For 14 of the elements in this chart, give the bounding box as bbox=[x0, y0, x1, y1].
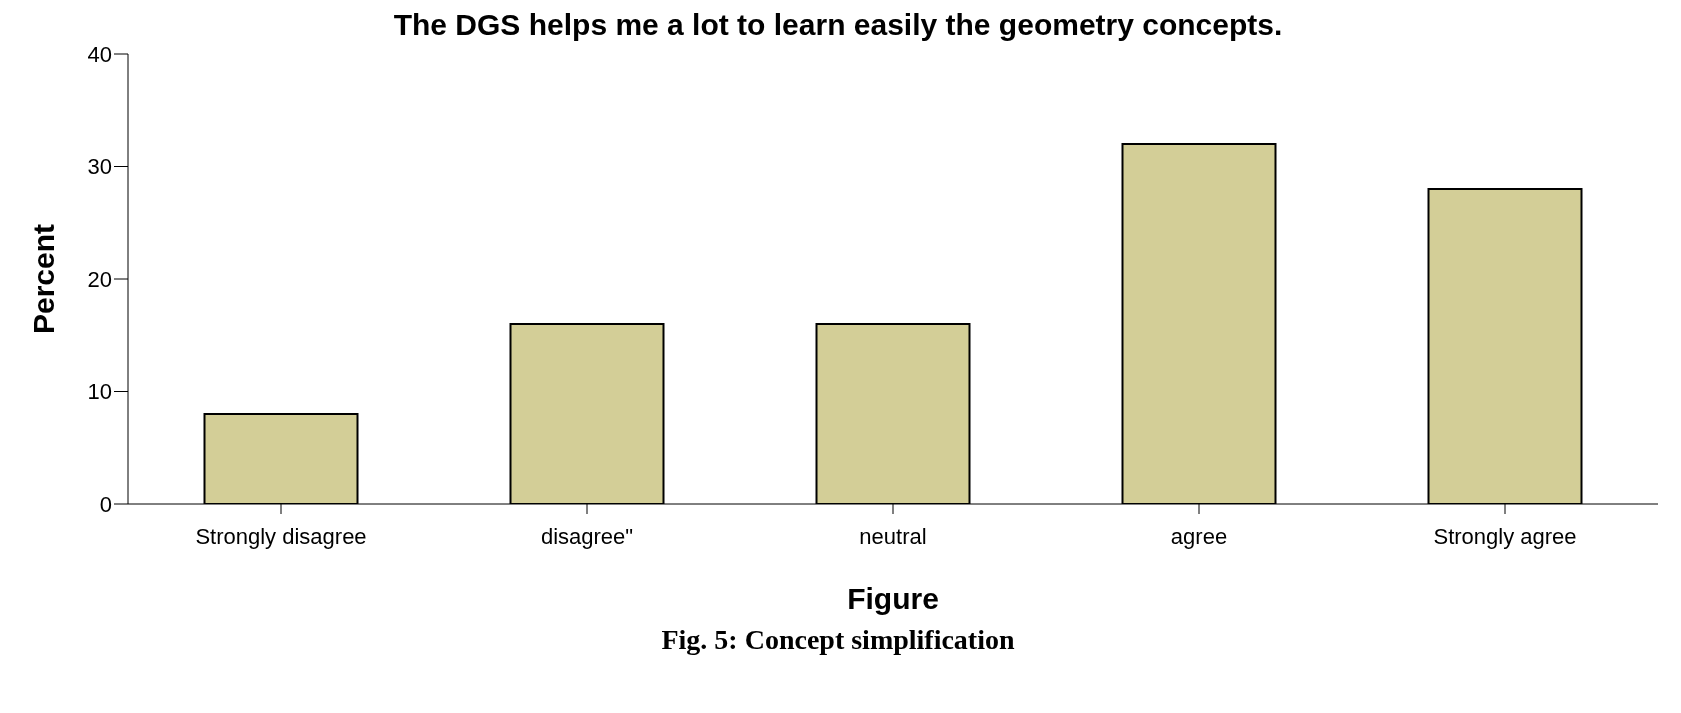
x-tick-label: agree bbox=[1170, 523, 1228, 549]
x-tick-label: Strongly disagree bbox=[195, 523, 367, 549]
y-tick-label: 40 bbox=[87, 41, 112, 67]
y-axis-title: Percent bbox=[26, 223, 60, 335]
y-tick-label: 0 bbox=[99, 491, 112, 517]
x-tick-label: disagree" bbox=[540, 523, 634, 549]
y-tick-label: 30 bbox=[87, 154, 112, 180]
x-tick-label: Strongly agree bbox=[1433, 523, 1577, 549]
x-tick-label: neutral bbox=[859, 523, 927, 549]
chart-title: The DGS helps me a lot to learn easily the geometry concepts. bbox=[393, 8, 1283, 41]
caption: Fig. 5: Concept simplification bbox=[660, 624, 1016, 656]
y-tick-label: 20 bbox=[87, 266, 112, 292]
x-axis-title: Figure bbox=[847, 582, 939, 615]
y-tick-label: 10 bbox=[87, 379, 112, 405]
